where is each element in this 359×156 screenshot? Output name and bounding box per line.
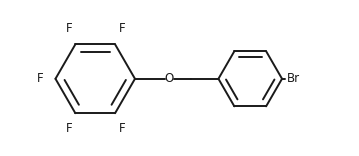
Text: F: F [118, 122, 125, 135]
Text: F: F [65, 22, 72, 35]
Text: F: F [37, 72, 43, 85]
Text: F: F [65, 122, 72, 135]
Text: Br: Br [287, 72, 300, 85]
Text: F: F [118, 22, 125, 35]
Text: O: O [165, 72, 174, 85]
